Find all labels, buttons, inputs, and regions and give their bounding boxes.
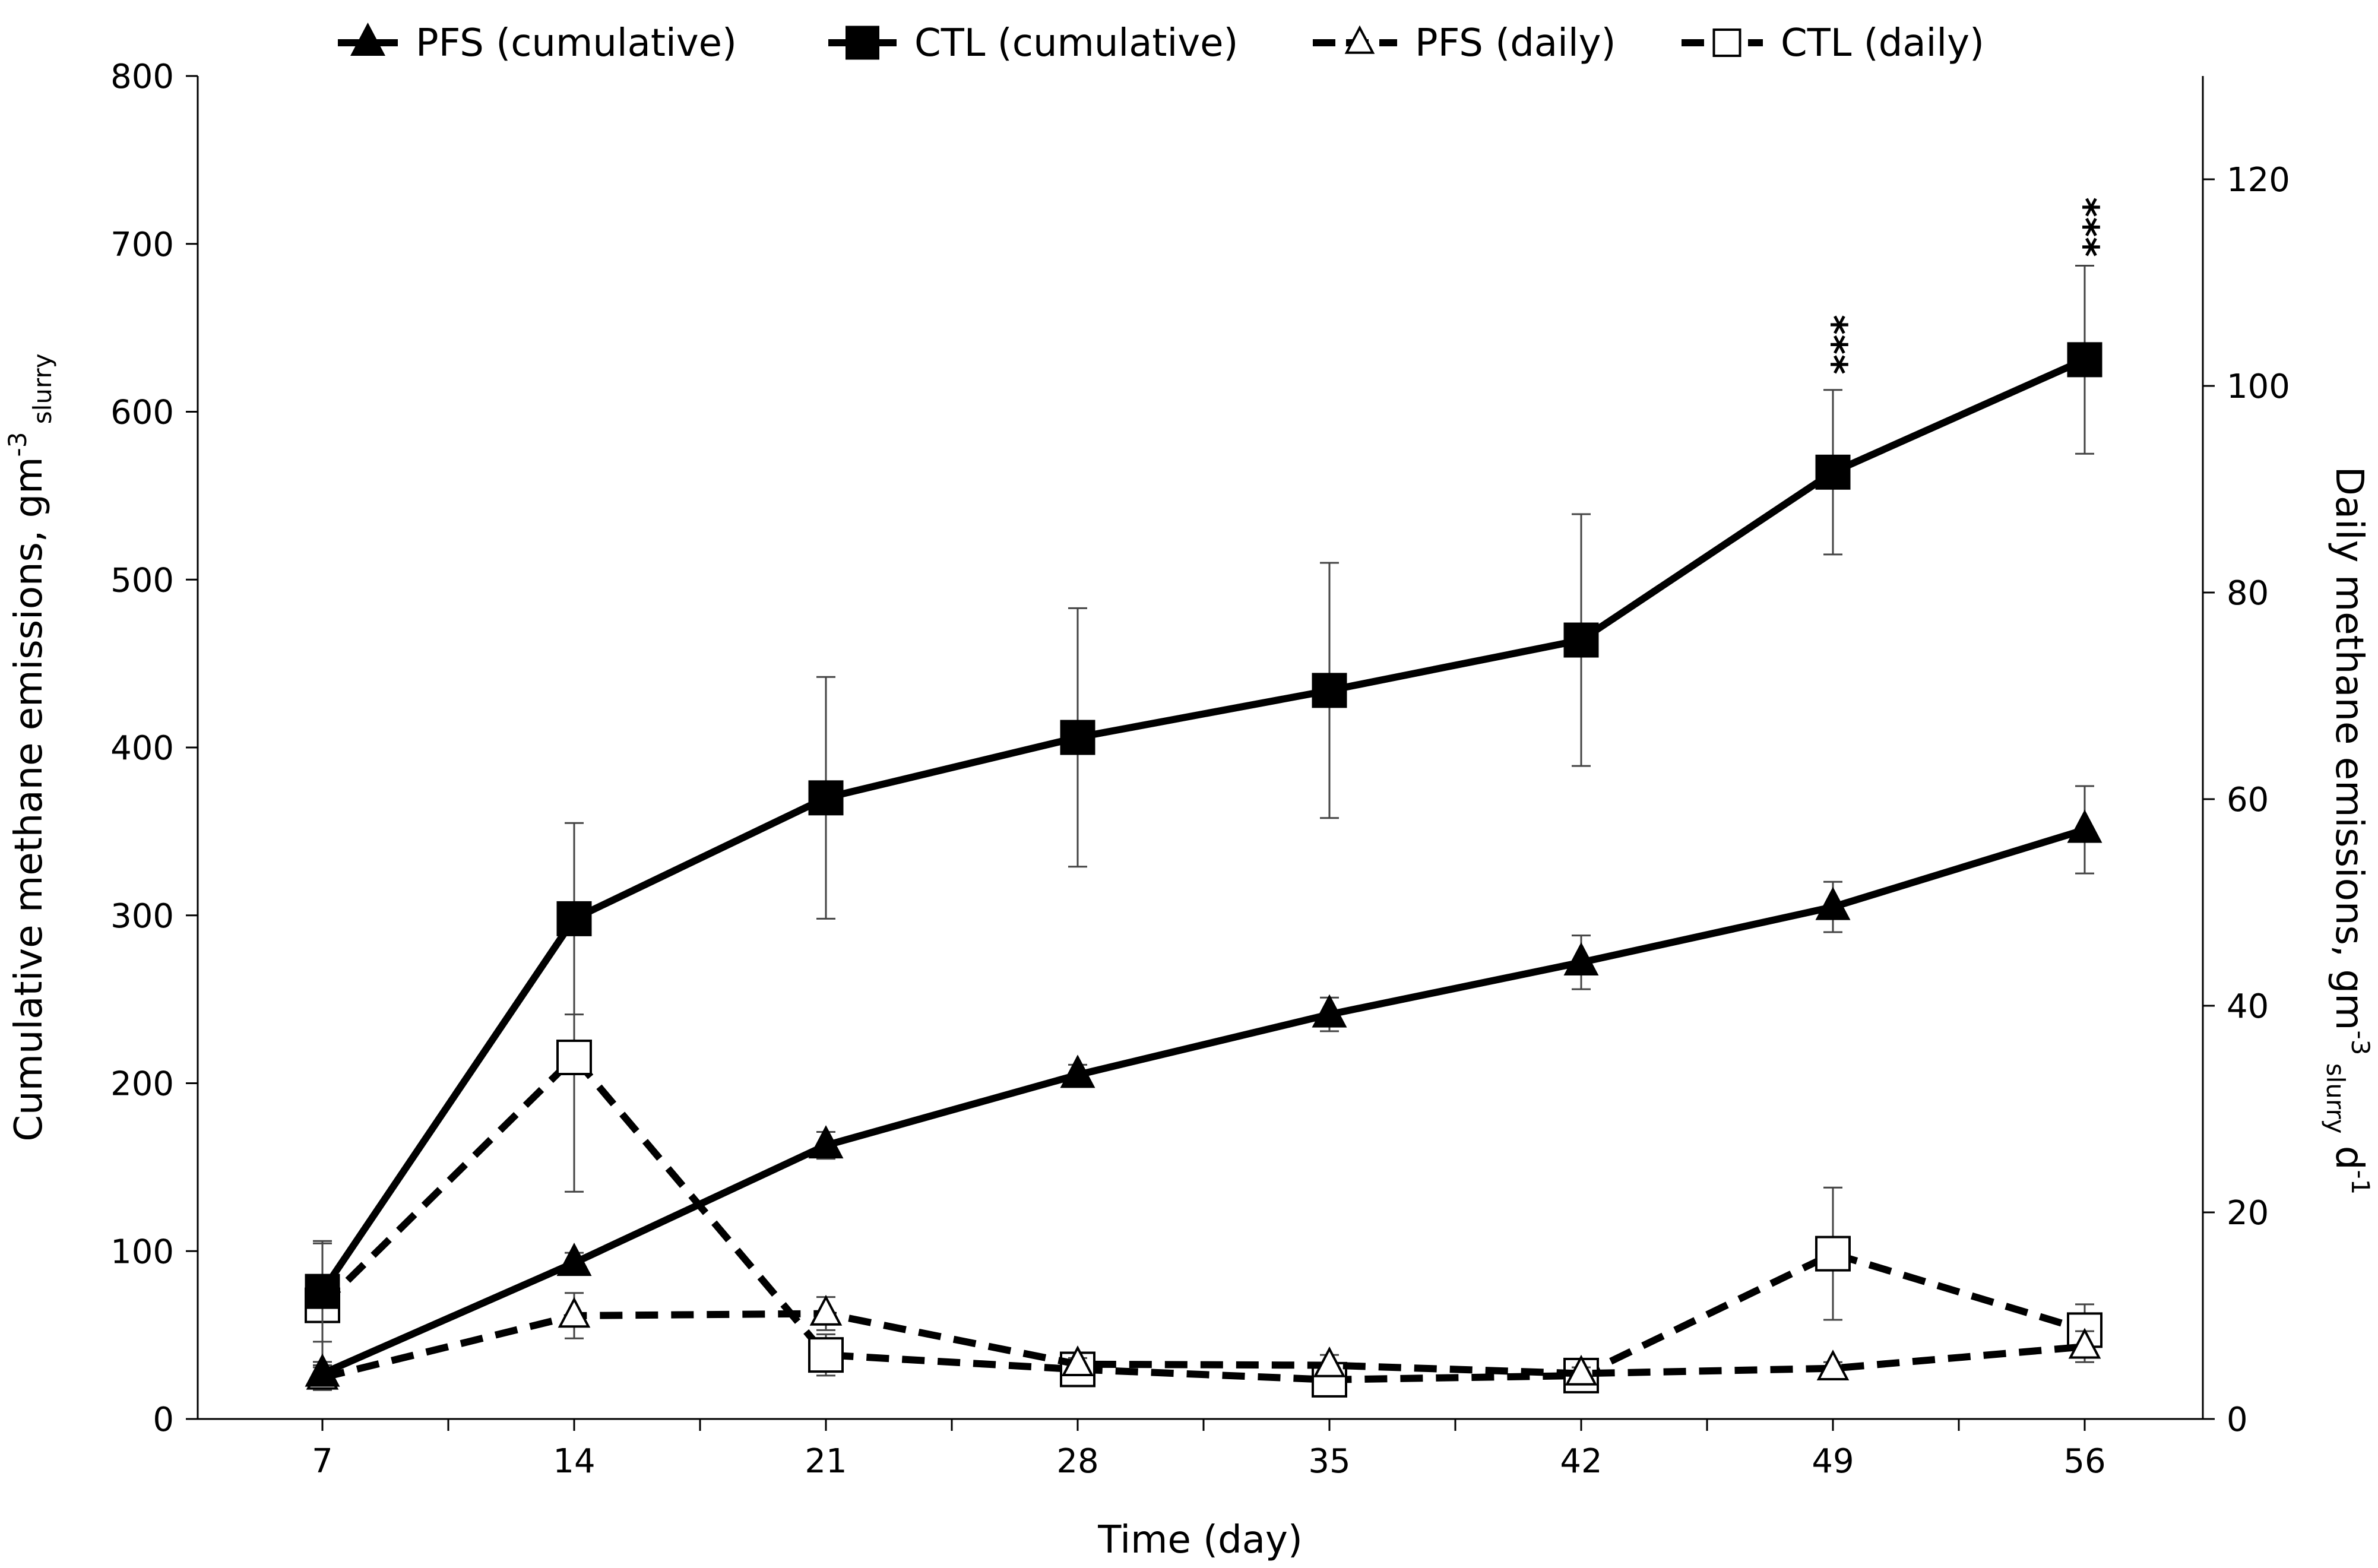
data-point [808, 1125, 844, 1159]
series-line [319, 356, 2086, 1294]
x-tick-label: 28 [1056, 1442, 1098, 1481]
x-tick-label: 21 [805, 1442, 847, 1481]
y-left-tick-label: 800 [110, 58, 174, 96]
y-right-tick-label: 40 [2227, 987, 2269, 1026]
data-point [2068, 1328, 2101, 1359]
data-point [305, 1353, 340, 1387]
legend-item-pfs-daily: PFS (daily) [1313, 21, 1616, 65]
data-point [1060, 720, 1095, 755]
y-right-tick-label: 100 [2227, 368, 2290, 406]
legend-label: PFS (cumulative) [416, 21, 737, 65]
data-point [808, 1337, 844, 1373]
y-axis-right-title: Daily methane emissions, gm-3 slurry d-1 [2321, 467, 2375, 1195]
x-tick-label: 49 [1812, 1442, 1854, 1481]
y-left-tick-label: 200 [110, 1065, 174, 1104]
legend-item-ctl-cumulative: CTL (cumulative) [828, 21, 1239, 65]
data-point [808, 780, 844, 816]
data-point [1816, 1350, 1850, 1380]
y-left-tick-label: 400 [110, 729, 174, 768]
data-point [556, 1243, 592, 1276]
legend-item-ctl-daily: CTL (daily) [1682, 21, 1984, 65]
legend-label: CTL (cumulative) [914, 21, 1239, 65]
x-tick-label: 56 [2063, 1442, 2105, 1481]
data-point [1312, 994, 1347, 1028]
series-line [321, 826, 2086, 1377]
series-ctl-cumulative [305, 265, 2102, 1343]
y-right-tick-label: 120 [2227, 161, 2290, 199]
y-left-tick-label: 600 [110, 394, 174, 432]
significance-annotation: *** [2062, 197, 2106, 256]
data-point [1313, 1346, 1346, 1377]
x-tick-label: 35 [1308, 1442, 1350, 1481]
y-axis-left-title: Cumulative methane emissions, gm-3 slurr… [3, 353, 57, 1141]
y-left-tick-label: 500 [110, 561, 174, 600]
y-right-tick-label: 60 [2227, 781, 2269, 819]
legend-marker [1344, 25, 1375, 54]
legend-label: CTL (daily) [1781, 21, 1984, 65]
data-point [1312, 673, 1347, 708]
legend-marker [846, 26, 879, 60]
y-left-tick-label: 100 [110, 1233, 174, 1271]
data-point [1060, 1054, 1095, 1088]
data-point [2067, 342, 2102, 378]
data-point [1815, 1236, 1851, 1272]
data-point [556, 1040, 592, 1075]
y-right-tick-label: 80 [2227, 574, 2269, 613]
legend: PFS (cumulative) CTL (cumulative) PFS (dai… [338, 21, 1984, 65]
data-point [1815, 454, 1851, 490]
legend-item-pfs-cumulative: PFS (cumulative) [338, 21, 737, 65]
legend-marker [350, 22, 385, 56]
data-point [305, 1274, 340, 1309]
data-point [1563, 622, 1599, 658]
data-point [1565, 1354, 1598, 1386]
x-axis-title: Time (day) [1097, 1518, 1303, 1562]
data-point [2067, 809, 2102, 843]
y-left-tick-label: 0 [153, 1401, 174, 1439]
data-point [1815, 886, 1851, 920]
series-pfs-cumulative [305, 785, 2102, 1387]
legend-marker [1712, 28, 1741, 57]
x-tick-label: 42 [1560, 1442, 1602, 1481]
data-point [1563, 942, 1599, 975]
y-left-tick-label: 300 [110, 897, 174, 936]
series-line [321, 1310, 2085, 1382]
data-point [1061, 1345, 1094, 1377]
significance-annotation: *** [1810, 315, 1854, 374]
y-left-tick-label: 700 [110, 226, 174, 264]
data-point [556, 901, 592, 936]
legend-label: PFS (daily) [1415, 21, 1616, 65]
data-point [809, 1294, 843, 1326]
y-right-tick-label: 0 [2227, 1401, 2248, 1439]
x-tick-label: 7 [312, 1442, 333, 1481]
x-tick-label: 14 [553, 1442, 595, 1481]
data-point [558, 1297, 591, 1328]
y-right-tick-label: 20 [2227, 1194, 2269, 1233]
series-line [319, 1054, 2086, 1383]
